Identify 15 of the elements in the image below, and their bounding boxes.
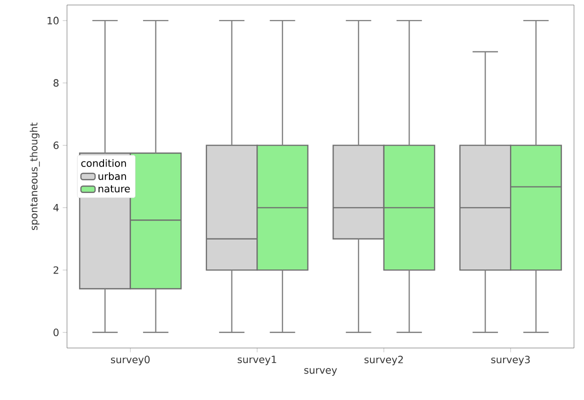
y-tick-label: 0 [54, 328, 59, 336]
x-tick-label: survey2 [364, 356, 403, 366]
legend-label: nature [98, 185, 130, 192]
x-tick-label: survey3 [491, 356, 530, 366]
y-tick-label: 8 [54, 79, 59, 87]
x-tick-label: survey0 [110, 356, 150, 366]
legend-title: condition [81, 159, 126, 167]
x-axis-title: survey [304, 368, 337, 376]
y-tick-label: 4 [53, 204, 59, 212]
y-tick-label: 6 [54, 142, 59, 150]
y-tick-label: 10 [48, 16, 59, 24]
y-axis-title: spontaneous_thought [30, 122, 40, 230]
legend-label: urban [98, 172, 126, 180]
x-tick-label: survey1 [238, 356, 276, 366]
y-tick-label: 2 [54, 266, 58, 274]
